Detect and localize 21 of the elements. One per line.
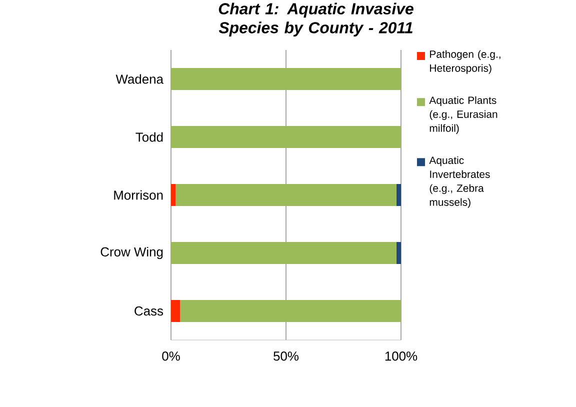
bar [171, 126, 402, 148]
bar [396, 242, 402, 264]
y-tick-label: Morrison [114, 190, 163, 200]
chart-title: Chart 1: Aquatic Invasive Species by County - 2011 [218, 2, 414, 37]
legend-label: Aquatic Invertebrates (e.g., Zebra mussels) [429, 156, 490, 208]
y-tick-label: Wadena [116, 74, 164, 84]
bar [171, 184, 176, 206]
bar [176, 184, 396, 206]
x-tick-label: 50% [274, 352, 299, 361]
bar [171, 68, 402, 90]
y-tick-label: Crow Wing [100, 246, 163, 260]
y-tick-label: Todd [136, 132, 163, 142]
bar [171, 242, 396, 264]
legend-label: Pathogen (e.g., Heterosporis) [430, 50, 500, 74]
bar [396, 184, 402, 206]
legend-label: Aquatic Plants (e.g., Eurasian milfoil) [429, 96, 498, 134]
y-tick-label: Cass [134, 306, 164, 316]
bar [171, 300, 180, 322]
x-tick-label: 100% [385, 352, 418, 361]
x-tick-label: 0% [162, 352, 180, 361]
bar [180, 300, 402, 322]
